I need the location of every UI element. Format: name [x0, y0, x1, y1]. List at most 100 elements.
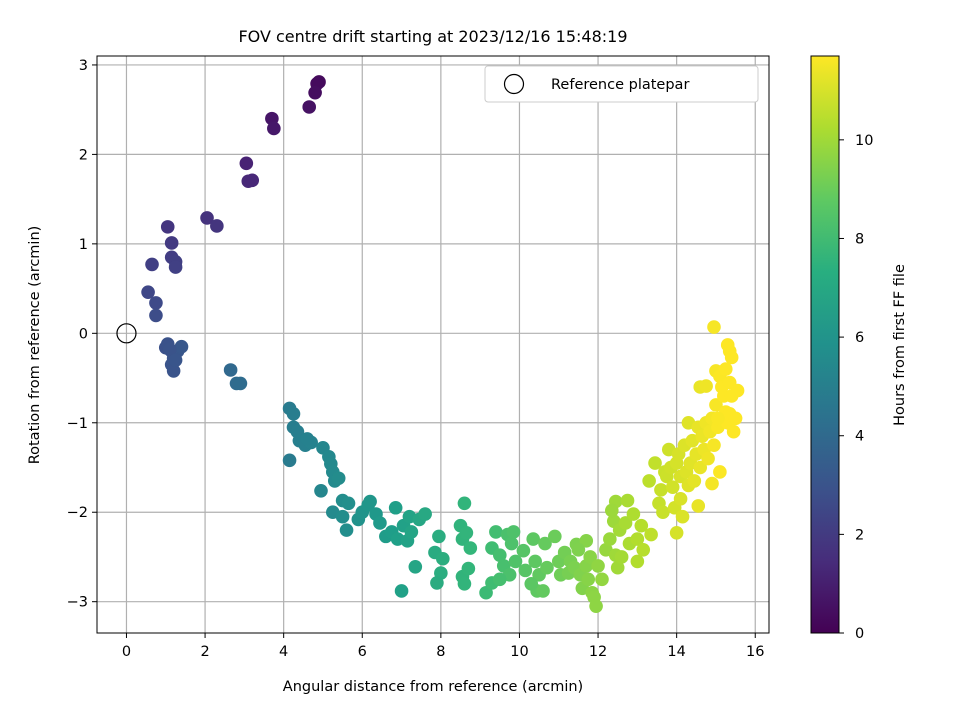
data-point: [160, 220, 175, 234]
data-point: [168, 260, 183, 274]
colorbar-ticks: 0 2 4 6 8 10: [839, 133, 873, 642]
data-point: [548, 529, 562, 544]
legend-label-reference: Reference platepar: [551, 77, 689, 93]
data-point: [233, 376, 248, 391]
data-point: [430, 576, 444, 590]
data-point: [614, 550, 629, 564]
data-point: [711, 411, 725, 426]
data-point: [239, 156, 254, 171]
data-point: [630, 554, 645, 569]
data-point: [168, 353, 183, 367]
colorbar-tick-label: 10: [855, 133, 873, 149]
data-point: [302, 100, 317, 114]
data-point: [459, 526, 474, 540]
data-point: [308, 85, 322, 100]
data-point: [408, 560, 423, 574]
data-point: [404, 525, 419, 539]
data-point: [610, 560, 625, 575]
colorbar-tick-label: 8: [855, 231, 864, 247]
y-tick-label: 0: [79, 326, 88, 342]
x-tick-label: 8: [436, 644, 445, 660]
data-point: [687, 474, 702, 488]
data-point: [675, 509, 690, 524]
data-point: [528, 554, 542, 569]
legend-box: [484, 65, 759, 103]
data-point: [699, 379, 713, 393]
data-point: [713, 465, 727, 479]
data-point: [728, 411, 743, 426]
data-point: [707, 438, 721, 452]
data-point: [648, 456, 662, 470]
colorbar-tick-label: 6: [855, 330, 864, 346]
data-points: [116, 75, 745, 613]
data-point: [493, 548, 507, 562]
data-point: [665, 480, 680, 494]
y-axis-ticks: −3 −2 −1 0 1 2 3: [67, 58, 97, 611]
data-point: [331, 471, 346, 486]
y-tick-label: 3: [79, 58, 88, 74]
data-point: [536, 584, 550, 598]
data-point: [540, 560, 554, 575]
data-point: [524, 576, 539, 591]
x-tick-label: 16: [746, 644, 764, 660]
x-axis-label: Angular distance from reference (arcmin): [283, 679, 583, 695]
colorbar-tick-label: 0: [855, 626, 864, 642]
data-point: [526, 532, 541, 546]
data-point: [267, 121, 281, 136]
data-point: [461, 561, 476, 576]
data-point: [673, 492, 688, 506]
data-point: [388, 500, 403, 515]
data-point: [479, 585, 493, 600]
y-tick-label: −2: [67, 505, 88, 521]
data-point: [518, 563, 533, 578]
data-point: [457, 496, 472, 511]
data-point: [581, 572, 596, 587]
data-point: [701, 451, 715, 466]
data-point: [571, 543, 586, 557]
data-point: [620, 493, 635, 508]
legend: Reference platepar: [484, 65, 759, 103]
data-point: [691, 499, 706, 513]
data-point: [162, 342, 177, 357]
legend-marker-reference: [503, 73, 525, 95]
data-point: [656, 505, 670, 520]
data-point: [718, 362, 733, 376]
x-tick-label: 6: [358, 644, 367, 660]
data-point: [538, 536, 552, 551]
y-tick-label: −3: [67, 595, 88, 611]
y-tick-label: −1: [67, 416, 88, 432]
data-point: [504, 536, 519, 551]
data-point: [282, 453, 297, 468]
data-point: [149, 296, 163, 310]
data-point: [508, 554, 523, 569]
data-point: [630, 532, 645, 546]
data-point: [669, 526, 684, 540]
chart-title: FOV centre drift starting at 2023/12/16 …: [238, 27, 627, 46]
data-point: [636, 543, 651, 557]
data-point: [373, 516, 387, 530]
data-point: [489, 525, 503, 539]
data-point: [516, 543, 531, 558]
colorbar-gradient: [810, 55, 840, 634]
data-point: [200, 211, 214, 225]
data-point: [603, 532, 617, 546]
data-point: [654, 483, 668, 497]
data-point: [300, 432, 315, 446]
colorbar-tick-label: 4: [855, 429, 864, 445]
data-point: [141, 285, 155, 299]
data-point: [589, 599, 603, 613]
data-point: [223, 363, 238, 377]
colorbar-tick-label: 2: [855, 527, 864, 543]
data-point: [707, 320, 721, 334]
data-point: [730, 383, 745, 398]
data-point: [314, 483, 328, 498]
data-point: [583, 550, 597, 564]
data-point: [432, 529, 446, 544]
data-point: [418, 507, 432, 521]
data-point: [174, 339, 189, 354]
y-tick-label: 2: [79, 147, 88, 163]
data-point: [394, 584, 409, 598]
data-point: [595, 572, 609, 587]
colorbar: 0 2 4 6 8 10 Hours from first FF file: [810, 55, 908, 642]
data-point: [634, 518, 649, 533]
